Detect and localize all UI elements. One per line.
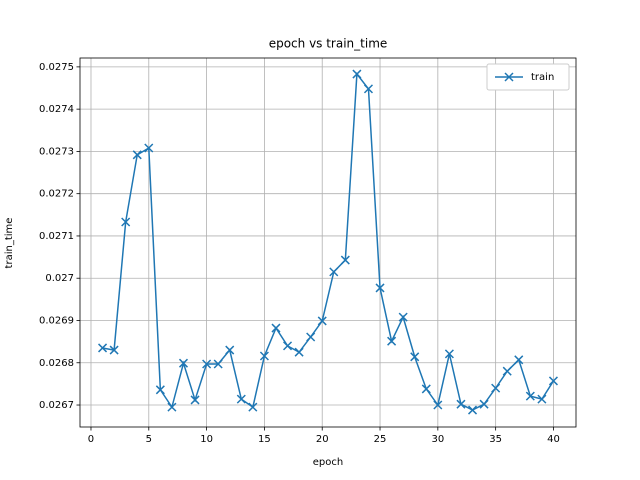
y-axis-label: train_time [4,218,15,269]
marker [537,394,547,404]
marker [398,312,408,322]
marker [329,267,339,277]
legend-label: train [531,72,554,83]
marker [248,402,258,412]
x-tick-label: 10 [200,434,213,445]
marker [340,255,350,265]
marker [456,399,466,409]
series-line [102,72,555,411]
marker [259,351,269,361]
y-tick-label: 0.0267 [39,400,74,411]
marker [178,358,189,368]
marker [121,217,131,227]
chart-title: epoch vs train_time [269,37,388,51]
marker [479,399,489,409]
y-tick-label: 0.0268 [39,358,74,369]
x-tick-label: 20 [316,434,329,445]
y-tick-label: 0.0275 [39,62,74,73]
marker [352,69,362,79]
marker [190,395,200,405]
y-tick-label: 0.0273 [39,146,74,157]
x-tick-label: 35 [489,434,502,445]
marker [236,394,246,404]
marker [502,366,512,376]
marker [525,391,535,401]
marker [155,385,165,395]
marker [410,352,420,362]
x-axis-label: epoch [313,457,343,468]
marker [167,402,177,412]
marker [491,383,501,393]
x-tick-label: 40 [547,434,560,445]
marker [363,84,373,94]
legend-box [486,63,570,91]
marker [213,359,223,369]
y-tick-label: 0.0274 [39,104,74,115]
marker [225,345,235,355]
y-tick-label: 0.0269 [39,315,74,326]
marker [306,332,316,342]
marker [132,150,142,160]
y-tick-label: 0.027 [45,273,74,284]
y-tick-label: 0.0271 [39,231,74,242]
marker [317,316,327,326]
x-tick-label: 15 [258,434,271,445]
marker [421,384,431,394]
marker [98,343,108,353]
x-tick-label: 25 [374,434,387,445]
x-tick-label: 30 [431,434,444,445]
y-tick-label: 0.0272 [39,189,74,200]
marker [433,400,443,410]
plot-frame [79,57,577,428]
marker [444,349,454,359]
marker [387,336,397,346]
marker [283,341,293,351]
marker [375,283,385,293]
marker [144,143,154,153]
marker [202,359,212,369]
x-tick-label: 0 [88,434,94,445]
marker [548,376,558,386]
x-tick-label: 5 [146,434,152,445]
legend-marker [504,72,514,82]
marker [109,345,119,355]
marker [271,323,281,333]
marker [467,405,478,415]
marker [514,355,524,365]
marker [294,347,304,357]
